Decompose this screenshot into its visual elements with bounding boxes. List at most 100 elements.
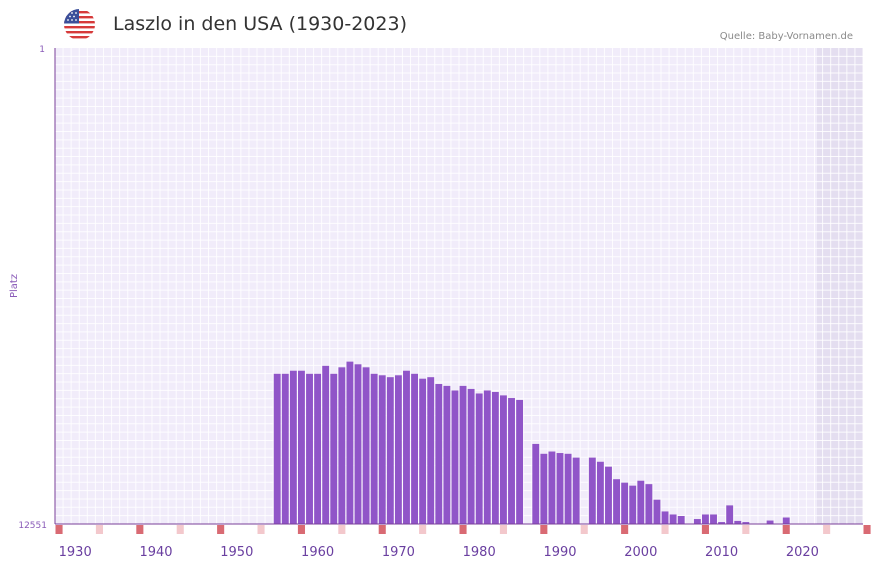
bar-2008: [702, 514, 709, 524]
bar-1968: [378, 375, 386, 524]
bar-1981: [483, 390, 491, 524]
decade-marker-2028: [863, 525, 871, 534]
bar-1984: [508, 398, 515, 524]
bar-1996: [605, 466, 612, 524]
bar-1988: [540, 453, 548, 524]
bar-1969: [386, 377, 394, 524]
decade-marker-1928: [55, 525, 63, 534]
decade-marker-1988: [540, 525, 548, 534]
bar-1973: [419, 378, 427, 524]
bar-2009: [710, 514, 717, 524]
bar-1957: [289, 370, 297, 524]
bar-2002: [653, 499, 661, 524]
half-decade-marker-1953: [257, 525, 265, 534]
x-tick-label-2000: 2000: [624, 545, 657, 560]
bar-2007: [693, 519, 701, 524]
bar-1965: [354, 364, 362, 524]
decade-marker-2018: [782, 525, 790, 534]
bar-2018: [782, 517, 790, 524]
bar-1955: [273, 373, 281, 524]
decade-marker-1968: [378, 525, 386, 534]
bar-1960: [314, 373, 322, 524]
x-tick-label-1960: 1960: [301, 545, 334, 560]
x-tick-label-2020: 2020: [786, 545, 819, 560]
x-tick-label-1980: 1980: [463, 545, 496, 560]
y-axis-title: Platz: [9, 274, 20, 298]
half-decade-marker-1943: [176, 525, 184, 534]
bar-2000: [637, 480, 645, 524]
bar-1958: [298, 370, 305, 524]
bar-1980: [475, 393, 483, 524]
bar-1956: [281, 373, 289, 524]
bar-1976: [443, 385, 451, 524]
decade-marker-1958: [297, 525, 305, 534]
y-tick-label-top: 1: [39, 45, 45, 55]
x-tick-label-1930: 1930: [59, 545, 92, 560]
half-decade-marker-1973: [419, 525, 427, 534]
half-decade-marker-2013: [742, 525, 750, 534]
bar-1992: [572, 457, 580, 524]
x-tick-label-1940: 1940: [139, 545, 172, 560]
bar-1967: [370, 373, 378, 524]
bar-2016: [766, 520, 774, 524]
bar-1982: [491, 391, 499, 524]
half-decade-marker-2003: [661, 525, 669, 534]
y-tick-label-bottom: 12551: [18, 521, 47, 531]
decade-marker-1948: [217, 525, 225, 534]
year-markers: [55, 525, 871, 534]
half-decade-marker-1963: [338, 525, 346, 534]
bar-1961: [322, 365, 330, 524]
x-tick-label-1990: 1990: [543, 545, 576, 560]
bar-2003: [661, 511, 669, 524]
bar-2004: [669, 514, 677, 524]
bar-1998: [621, 482, 629, 524]
bar-1985: [516, 399, 524, 524]
bar-2011: [726, 505, 734, 524]
bar-1963: [338, 367, 346, 524]
bar-1979: [467, 388, 475, 524]
bar-1990: [556, 453, 564, 524]
decade-marker-1938: [136, 525, 144, 534]
axis-labels: 1 12551 Platz 1930 1940 1950 1960 1970 1980 1990 2…: [9, 45, 819, 560]
bar-1972: [411, 373, 418, 524]
bar-1991: [564, 453, 572, 524]
bar-2010: [718, 522, 726, 524]
bars: [273, 361, 790, 524]
bar-1962: [330, 373, 338, 524]
bar-1995: [596, 461, 604, 524]
half-decade-marker-1993: [580, 525, 588, 534]
decade-marker-1978: [459, 525, 467, 534]
bar-1977: [451, 390, 459, 524]
future-region: [816, 48, 863, 524]
bar-2012: [734, 520, 742, 524]
decade-marker-2008: [701, 525, 709, 534]
source-label: Quelle: Baby-Vornamen.de: [719, 31, 853, 42]
bar-1971: [403, 370, 410, 524]
bar-1959: [306, 373, 313, 524]
bar-1974: [427, 377, 435, 524]
x-tick-label-1970: 1970: [382, 545, 415, 560]
bar-2005: [677, 515, 685, 524]
bar-1994: [588, 457, 596, 524]
half-decade-marker-1983: [499, 525, 507, 534]
bar-1978: [459, 385, 467, 524]
bar-1989: [548, 451, 556, 524]
bar-1987: [532, 443, 540, 524]
half-decade-marker-2023: [823, 525, 831, 534]
grid: [54, 48, 864, 524]
axes: [54, 48, 863, 525]
bar-1966: [362, 367, 370, 524]
chart-title: Laszlo in den USA (1930-2023): [113, 13, 407, 35]
bar-1970: [394, 375, 402, 524]
x-tick-label-2010: 2010: [705, 545, 738, 560]
bar-2001: [645, 484, 653, 524]
bar-1975: [435, 384, 443, 524]
bar-1999: [629, 485, 637, 524]
bar-1997: [613, 479, 620, 524]
bar-1964: [346, 361, 354, 524]
x-tick-label-1950: 1950: [220, 545, 253, 560]
us-flag-icon: [64, 9, 95, 40]
bar-2013: [742, 522, 750, 524]
half-decade-marker-1933: [95, 525, 103, 534]
